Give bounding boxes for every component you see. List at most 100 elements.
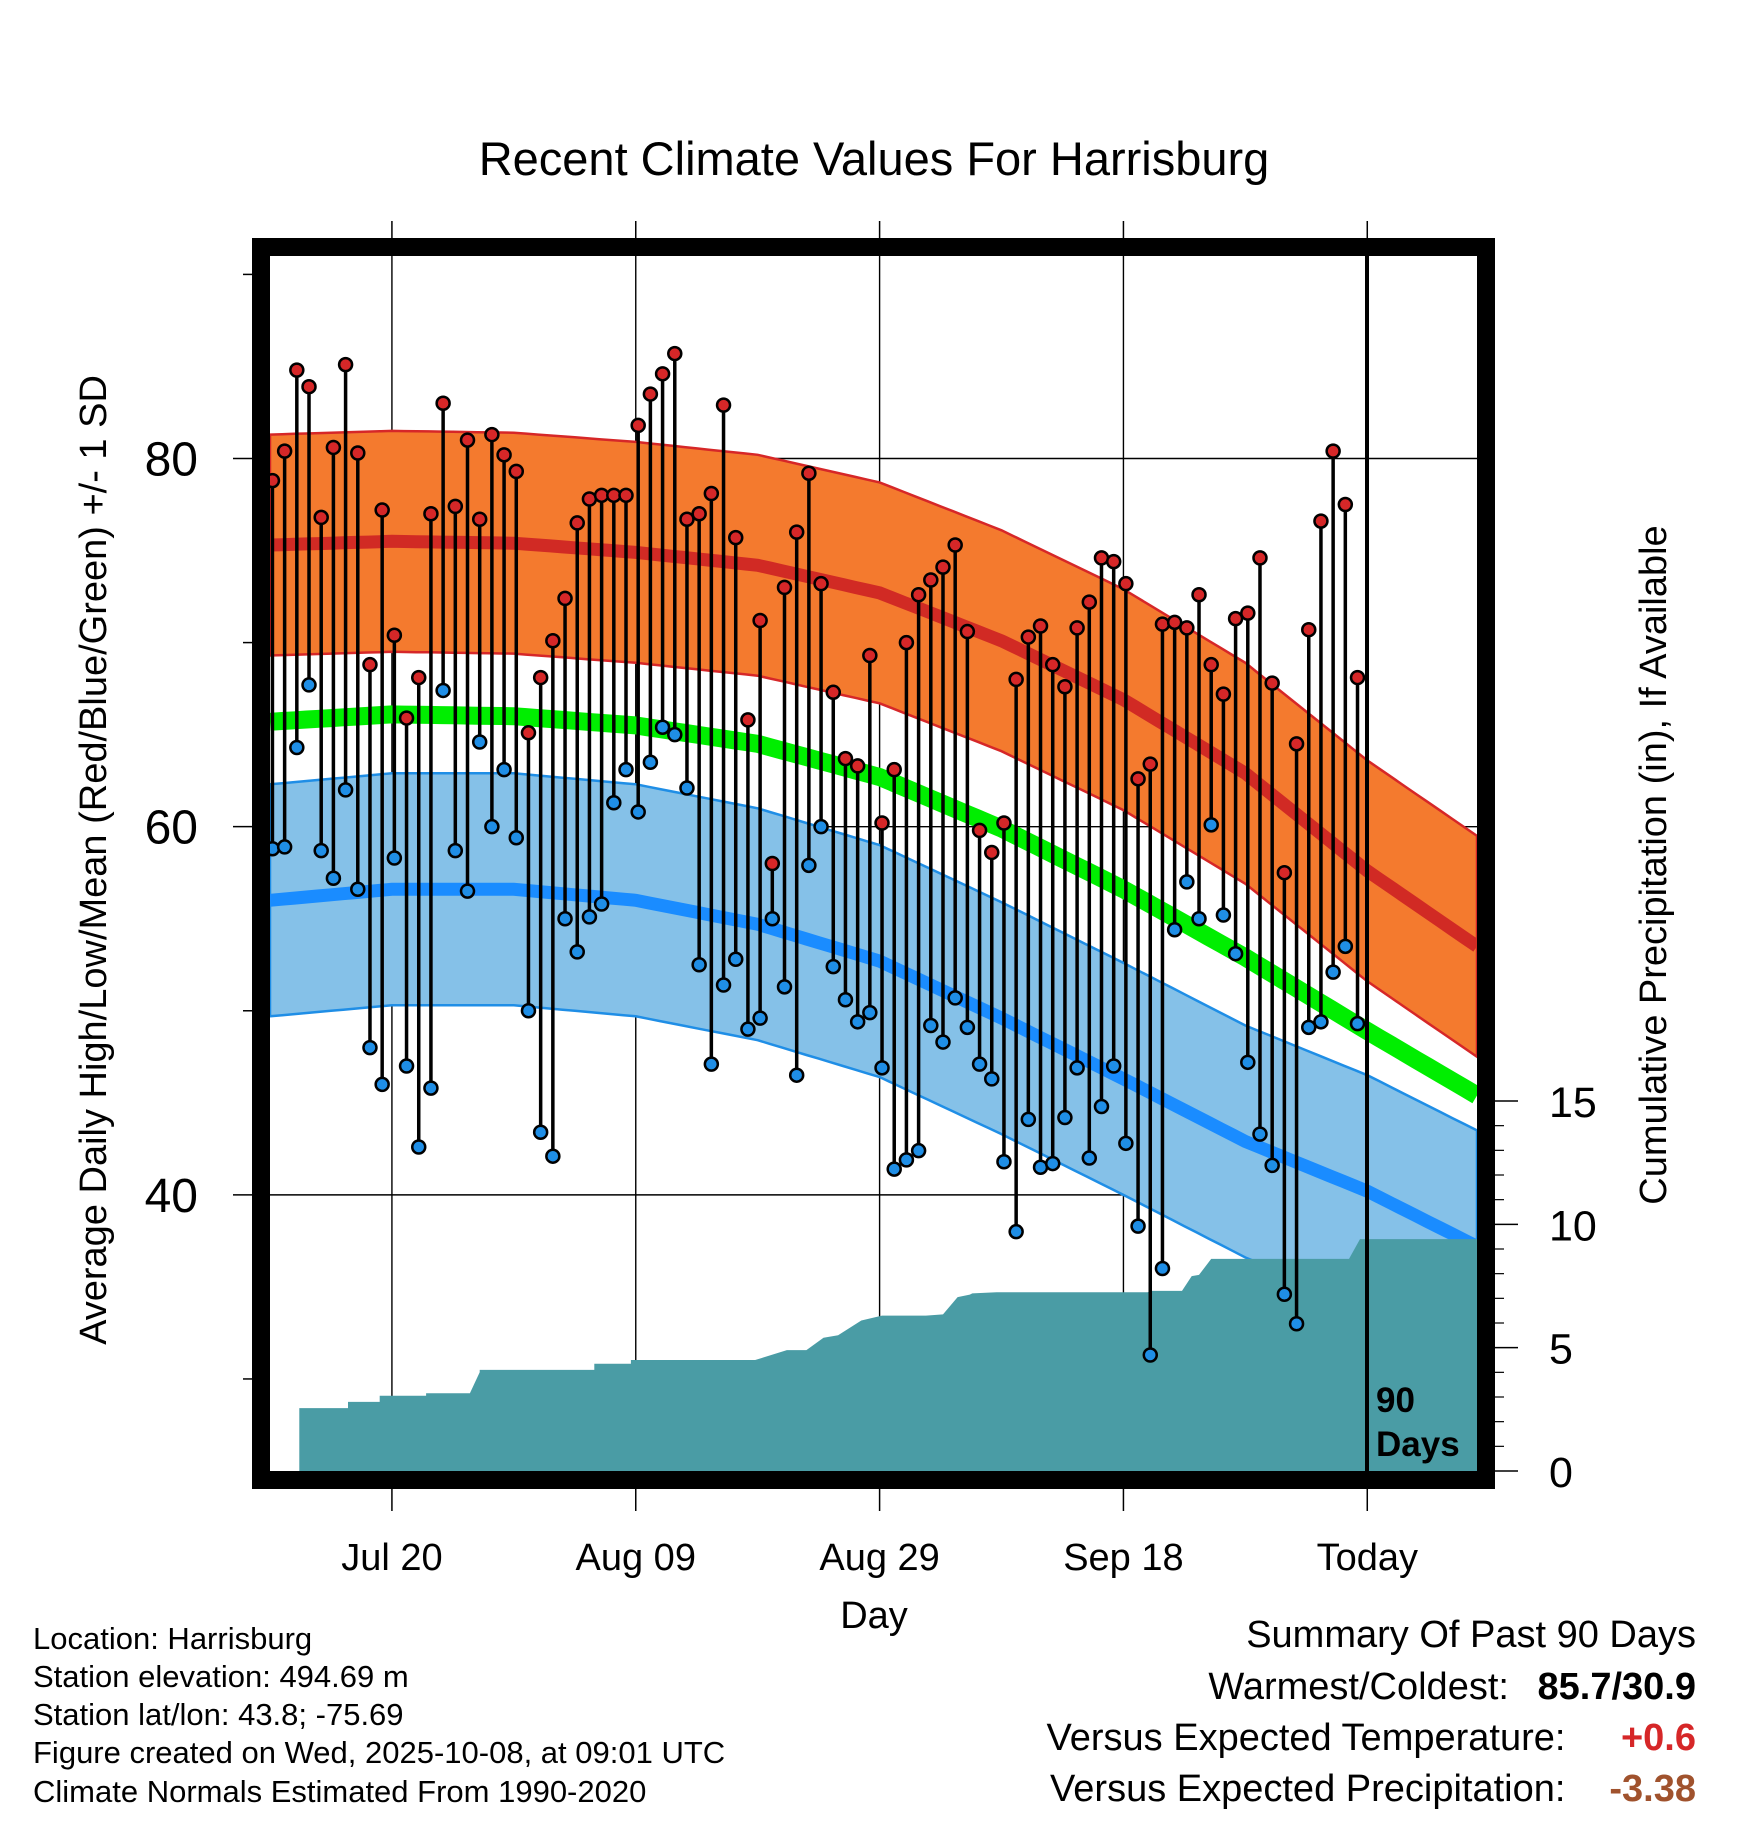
daily-observations [264,345,1366,1363]
summary-warm-cold-row: Warmest/Coldest: 85.7/30.9 [1208,1666,1696,1709]
chart-title: Recent Climate Values For Harrisburg [479,132,1270,185]
daily-low-point [386,850,403,866]
daily-high-point [423,505,439,522]
daily-high-point [618,487,634,504]
daily-low-point [1081,1150,1098,1166]
daily-low-point [325,870,342,886]
daily-high-point [374,502,390,518]
daily-low-point [923,1017,939,1034]
daily-low-point [374,1076,390,1093]
daily-low-point [471,734,488,750]
daily-high-point [1154,616,1171,632]
daily-high-point [825,684,842,701]
daily-low-point [679,780,695,796]
daily-low-point [910,1142,927,1159]
daily-low-point [1252,1126,1268,1142]
daily-high-point [667,345,683,362]
daily-high-point [508,463,525,480]
daily-low-point [1105,1058,1122,1074]
daily-low-point [752,1010,768,1026]
daily-low-point [764,910,781,927]
y2-tick-label: 15 [1549,1079,1597,1127]
daily-low-point [1349,1015,1366,1032]
daily-high-point [532,669,549,686]
daily-high-point [788,524,805,540]
precipitation-area [270,1239,1477,1471]
daily-low-point [1154,1260,1171,1277]
daily-high-point [386,627,403,643]
daily-high-point [764,855,781,872]
daily-low-point [715,977,732,993]
summary-precip-row: Versus Expected Precipitation: -3.38 [1050,1768,1696,1811]
daily-high-point [1032,618,1049,634]
x-tick-label: Aug 09 [576,1537,696,1579]
x-axis-label: Day [840,1595,908,1637]
daily-low-point [362,1039,378,1056]
daily-low-point [813,818,829,835]
daily-high-point [398,710,415,726]
summary-precip-label: Versus Expected Precipitation: [1050,1768,1566,1810]
daily-high-point [1118,575,1134,592]
daily-high-point [1105,553,1122,570]
daily-high-point [886,761,902,778]
daily-low-point [459,883,476,899]
daily-low-point [569,944,585,960]
daily-low-point [959,1019,976,1036]
daily-high-point [898,634,915,651]
daily-high-point [996,815,1012,831]
x-tick-label: Sep 18 [1063,1537,1183,1579]
daily-high-point [1276,864,1293,881]
daily-low-point [606,795,622,811]
daily-high-point [1020,629,1037,645]
x-tick-label: Aug 29 [819,1537,939,1579]
daily-high-point [1215,686,1232,702]
daily-low-point [1203,817,1219,833]
daily-high-point [325,439,342,456]
daily-high-point [1191,586,1207,603]
daily-low-point [898,1152,915,1168]
daily-low-point [532,1124,549,1141]
daily-low-point [1130,1218,1146,1234]
daily-low-point [1044,1155,1061,1172]
daily-low-point [825,958,842,975]
daily-high-point [727,529,744,546]
daily-low-point [1264,1157,1280,1174]
daily-low-point [1215,907,1232,923]
daily-high-point [1337,496,1354,513]
footer-latlon: Station lat/lon: 43.8; -75.69 [33,1697,404,1732]
daily-high-point [776,579,793,596]
daily-low-point [313,842,329,859]
daily-low-point [947,990,963,1006]
daily-low-point [849,1014,866,1030]
daily-high-point [289,362,305,378]
daily-high-point [496,447,512,463]
daily-low-point [337,782,354,798]
daily-low-point [398,1058,415,1074]
daily-low-point [1313,1014,1329,1030]
daily-high-point [1264,675,1280,691]
daily-high-point [1252,550,1268,566]
daily-high-point [1301,621,1317,638]
daily-low-point [557,910,573,927]
daily-high-point [691,505,707,522]
daily-low-point [1325,964,1341,980]
daily-low-point [691,957,707,973]
daily-high-point [520,725,537,741]
daily-low-point [886,1161,902,1177]
daily-high-point [471,511,488,527]
plot-frame [252,238,1495,1489]
daily-low-point [996,1153,1012,1170]
daily-high-point [1081,594,1098,610]
daily-high-point [410,669,427,686]
daily-low-point [1142,1347,1159,1363]
daily-low-point [289,739,305,756]
daily-low-point [642,754,659,770]
daily-low-point [1093,1098,1110,1115]
daily-low-point [447,842,464,859]
daily-high-point [935,559,951,575]
daily-high-point [1130,771,1146,787]
daily-high-point [313,509,329,526]
daily-low-point [1057,1109,1073,1126]
daily-high-point [362,656,378,673]
daily-high-point [1179,620,1195,636]
